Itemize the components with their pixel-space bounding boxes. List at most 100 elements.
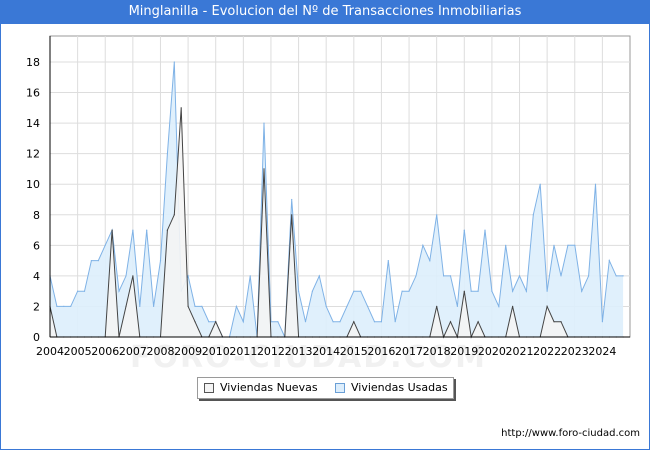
series-usadas-point xyxy=(394,321,396,323)
x-tick-label: 2018 xyxy=(423,345,451,358)
chart-title: Minglanilla - Evolucion del Nº de Transa… xyxy=(0,0,650,24)
x-tick-label: 2016 xyxy=(367,345,395,358)
series-nuevas-point xyxy=(560,321,562,323)
series-usadas-point xyxy=(166,153,168,155)
y-tick-label: 18 xyxy=(26,56,40,69)
series-usadas-point xyxy=(505,244,507,246)
series-usadas-point xyxy=(601,321,604,323)
y-tick-label: 10 xyxy=(26,178,40,191)
y-tick-label: 12 xyxy=(26,148,40,161)
series-nuevas-point xyxy=(553,321,555,323)
series-usadas-point xyxy=(249,275,251,277)
x-tick-label: 2013 xyxy=(285,345,313,358)
axis-layer: 2004 2005 2006 2007 2008 2009 2010 2011 2012 2013… xyxy=(26,36,630,358)
series-usadas-point xyxy=(159,260,162,262)
series-usadas-point xyxy=(339,321,341,323)
series-nuevas-point xyxy=(263,168,265,170)
series-usadas-point xyxy=(311,290,313,292)
series-nuevas-point xyxy=(180,107,182,109)
series-usadas-point xyxy=(449,275,452,277)
x-tick-label: 2014 xyxy=(312,345,340,358)
series-nuevas-point xyxy=(449,321,452,323)
x-tick-label: 2015 xyxy=(340,345,368,358)
series-usadas-point xyxy=(518,275,521,277)
x-tick-label: 2019 xyxy=(450,345,478,358)
series-usadas-point xyxy=(484,229,486,231)
series-nuevas-point xyxy=(173,214,175,216)
series-usadas-point xyxy=(146,229,148,231)
series-usadas-point xyxy=(443,275,445,277)
series-usadas-point xyxy=(415,275,417,277)
series-usadas-point xyxy=(194,305,196,307)
series-usadas-point xyxy=(353,290,355,292)
x-tick-label: 2011 xyxy=(229,345,257,358)
y-tick-label: 2 xyxy=(33,300,40,313)
series-usadas-point xyxy=(546,290,548,292)
series-nuevas-point xyxy=(463,290,465,292)
series-usadas-point xyxy=(380,321,382,323)
x-tick-label: 2009 xyxy=(174,345,202,358)
series-nuevas-point xyxy=(194,321,196,323)
x-tick-label: 2024 xyxy=(588,345,616,358)
series-usadas-point xyxy=(77,290,79,292)
series-usadas-point xyxy=(360,290,362,292)
series-usadas-point xyxy=(539,183,541,185)
series-nuevas-point xyxy=(353,321,355,323)
x-tick-label: 2008 xyxy=(146,345,174,358)
series-usadas-point xyxy=(373,321,376,323)
series-usadas-point xyxy=(622,275,624,277)
series-usadas-point xyxy=(201,305,203,307)
series-usadas-point xyxy=(498,305,500,307)
series-usadas-point xyxy=(242,321,244,323)
series-usadas-point xyxy=(332,321,334,323)
x-tick-label: 2017 xyxy=(395,345,423,358)
series-usadas-point xyxy=(304,321,307,323)
series-nuevas-point xyxy=(215,321,217,323)
series-usadas-point xyxy=(477,290,479,292)
series-usadas-point xyxy=(90,260,92,262)
x-tick-label: 2012 xyxy=(257,345,285,358)
series-usadas-point xyxy=(63,305,65,307)
y-tick-label: 6 xyxy=(33,239,40,252)
series-usadas-point xyxy=(422,244,424,246)
series-usadas-point xyxy=(318,275,320,277)
series-usadas-point xyxy=(263,122,265,124)
series-usadas-point xyxy=(588,275,590,277)
series-usadas-point xyxy=(132,229,134,231)
series-usadas-point xyxy=(429,260,431,262)
series-usadas-point xyxy=(173,61,175,63)
series-nuevas-point xyxy=(291,214,293,216)
legend-label-nuevas: Viviendas Nuevas xyxy=(220,381,318,394)
series-usadas-point xyxy=(387,260,389,262)
series-usadas-point xyxy=(532,214,534,216)
series-usadas-point xyxy=(125,275,127,277)
series-nuevas-point xyxy=(125,305,127,307)
series-usadas-point xyxy=(298,290,300,292)
series-nuevas-point xyxy=(511,305,514,307)
series-usadas-point xyxy=(139,305,141,307)
series-usadas-point xyxy=(291,198,293,201)
x-tick-label: 2021 xyxy=(506,345,534,358)
series-nuevas-point xyxy=(546,305,548,307)
series-usadas-point xyxy=(325,305,327,307)
footer-url: http://www.foro-ciudad.com xyxy=(501,428,640,439)
legend-swatch-nuevas xyxy=(204,383,214,393)
series-usadas-point xyxy=(608,260,610,262)
series-usadas-point xyxy=(553,244,555,246)
series-usadas-point xyxy=(560,275,562,277)
x-tick-label: 2020 xyxy=(478,345,506,358)
series-usadas-point xyxy=(408,290,410,292)
series-usadas-point xyxy=(277,321,279,323)
x-tick-label: 2005 xyxy=(64,345,92,358)
y-tick-label: 0 xyxy=(33,331,40,344)
series-usadas-point xyxy=(187,275,189,277)
series-usadas-point xyxy=(525,290,528,292)
series-nuevas-point xyxy=(477,321,479,323)
y-tick-label: 14 xyxy=(26,117,40,130)
x-tick-label: 2007 xyxy=(119,345,147,358)
x-tick-label: 2010 xyxy=(202,345,230,358)
y-tick-label: 8 xyxy=(33,209,40,222)
series-usadas-point xyxy=(97,260,99,262)
series-usadas-point xyxy=(235,305,237,307)
